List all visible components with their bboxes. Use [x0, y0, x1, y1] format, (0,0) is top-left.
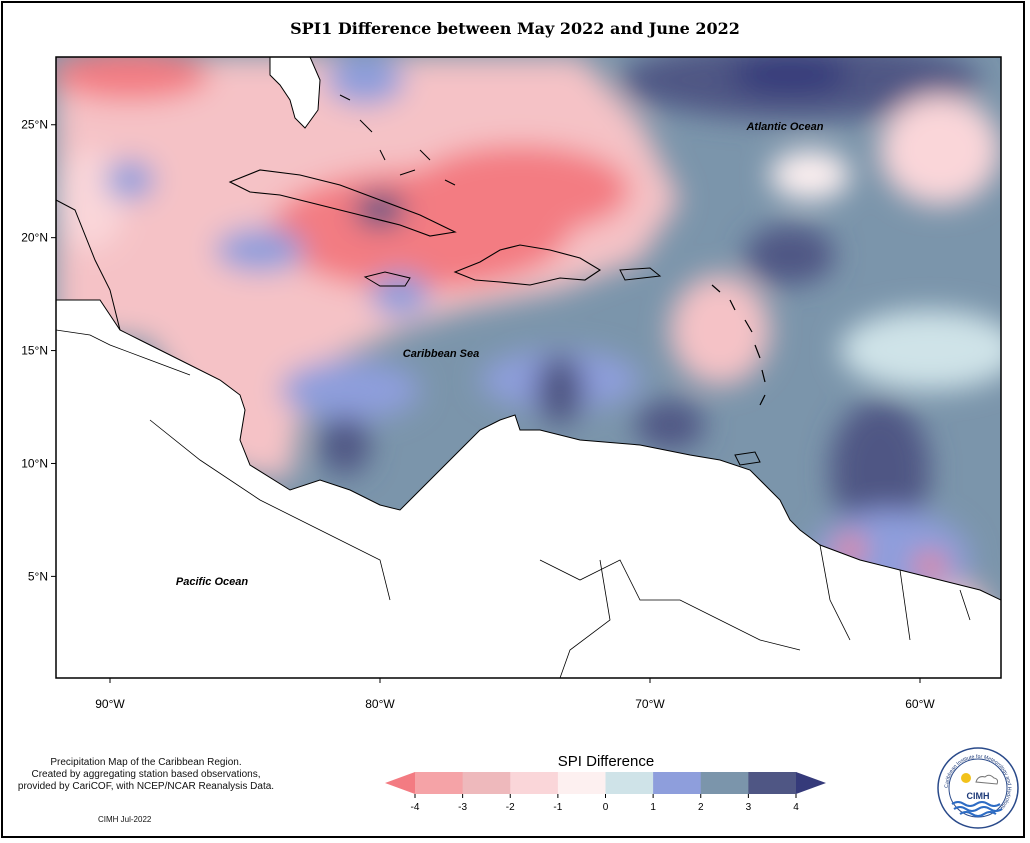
sun-icon	[961, 773, 971, 783]
credit-stamp: CIMH Jul-2022	[98, 815, 152, 824]
y-tick-label: 25°N	[21, 118, 48, 132]
legend-colorbar: -4 -3 -2 -1 0 1 2 3 4	[385, 772, 826, 813]
cimh-logo: CIMH Caribbean Institute for Meteorology…	[936, 746, 1020, 835]
credit-line-3: provided by CariCOF, with NCEP/NCAR Rean…	[17, 781, 275, 792]
caribbean-sea-label: Caribbean Sea	[403, 348, 479, 360]
legend-swatch	[462, 772, 511, 794]
legend-swatch	[557, 772, 606, 794]
x-tick-label: 60°W	[905, 697, 935, 711]
legend-tick-label: -3	[458, 802, 467, 813]
x-axis: 90°W 80°W 70°W 60°W	[95, 678, 935, 711]
y-tick-label: 15°N	[21, 344, 48, 358]
atlantic-ocean-label: Atlantic Ocean	[745, 121, 823, 133]
spi-field	[56, 57, 1001, 678]
legend-swatch	[605, 772, 654, 794]
map-title: SPI1 Difference between May 2022 and Jun…	[290, 19, 740, 38]
pacific-ocean-label: Pacific Ocean	[176, 576, 248, 588]
legend-swatch	[653, 772, 702, 794]
credit-text: Precipitation Map of the Caribbean Regio…	[6, 757, 286, 793]
x-tick-label: 80°W	[365, 697, 395, 711]
y-axis: 25°N 20°N 15°N 10°N 5°N	[21, 118, 56, 583]
legend-tick-label: -4	[411, 802, 420, 813]
legend-tick-label: 0	[603, 802, 609, 813]
logo-acronym: CIMH	[967, 791, 990, 801]
legend-swatch	[748, 772, 797, 794]
map-border	[55, 56, 1002, 679]
y-tick-label: 20°N	[21, 231, 48, 245]
credit-line-1: Precipitation Map of the Caribbean Regio…	[50, 757, 242, 768]
cloud-icon	[975, 774, 999, 785]
legend-swatch	[510, 772, 559, 794]
legend-tick-label: 3	[746, 802, 752, 813]
credit-line-2: Created by aggregating station based obs…	[31, 769, 261, 780]
legend-arrow-high	[796, 772, 826, 794]
legend-swatch	[700, 772, 749, 794]
legend-tick-label: -1	[553, 802, 562, 813]
legend-arrow-low	[385, 772, 415, 794]
y-tick-label: 10°N	[21, 456, 48, 470]
legend-tick-label: 2	[698, 802, 704, 813]
legend-swatch	[415, 772, 464, 794]
x-tick-label: 70°W	[635, 697, 665, 711]
y-tick-label: 5°N	[28, 569, 48, 583]
legend-tick-label: -2	[506, 802, 515, 813]
legend-title: SPI Difference	[558, 753, 654, 770]
land-mask	[56, 299, 1001, 678]
legend-tick-label: 4	[793, 802, 799, 813]
legend-tick-label: 1	[650, 802, 656, 813]
x-tick-label: 90°W	[95, 697, 125, 711]
